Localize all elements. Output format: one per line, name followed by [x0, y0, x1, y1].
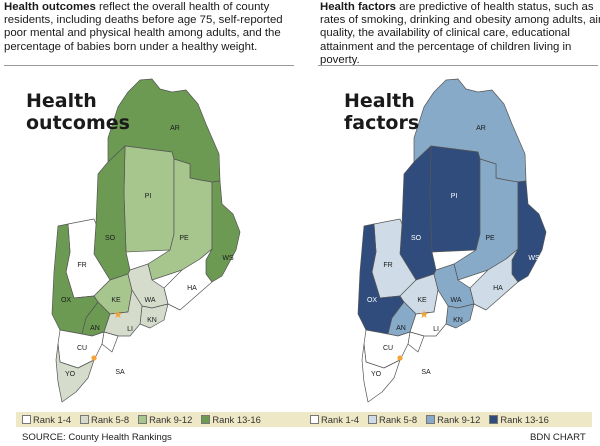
- label-pe: PE: [179, 235, 189, 242]
- legend-swatch-icon: [489, 415, 499, 424]
- source-note: SOURCE: County Health Rankings: [22, 432, 172, 443]
- label-ha: HA: [187, 285, 197, 292]
- label-ws: WS: [528, 255, 540, 262]
- legend-swatch-icon: [426, 415, 436, 424]
- health-factors-lead: Health factors: [320, 1, 396, 13]
- legend-label: Rank 13-16: [212, 414, 261, 425]
- label-ws: WS: [222, 255, 234, 262]
- label-ke: KE: [417, 297, 427, 304]
- legend-swatch-icon: [310, 415, 319, 424]
- health-outcomes-map: AR PI SO PE WS FR OX KE WA HA AN KN LI S…: [0, 74, 290, 410]
- legend-label: Rank 1-4: [321, 414, 360, 425]
- capital-star-icon: ★: [419, 308, 429, 321]
- legend-label: Rank 5-8: [379, 414, 418, 425]
- label-pi: PI: [451, 193, 458, 200]
- label-ke: KE: [111, 297, 121, 304]
- legend-label: Rank 9-12: [437, 414, 481, 425]
- county-york[interactable]: [55, 343, 95, 403]
- legend-item: Rank 13-16: [201, 414, 261, 425]
- county-somerset[interactable]: [399, 145, 437, 281]
- maine-map-factors: AR PI SO PE WS FR OX KE WA HA AN KN LI S…: [357, 78, 547, 403]
- label-ar: AR: [476, 125, 486, 132]
- legend-item: Rank 5-8: [368, 414, 417, 425]
- county-knox[interactable]: [445, 303, 475, 329]
- label-fr: FR: [77, 262, 86, 269]
- legend-item: Rank 5-8: [80, 414, 129, 425]
- label-cu: CU: [77, 345, 87, 352]
- label-so: SO: [411, 235, 422, 242]
- legend-swatch-icon: [368, 415, 378, 424]
- portland-dot-icon: [91, 355, 97, 361]
- portland-dot-icon: [397, 355, 403, 361]
- map-title-outcomes: Health outcomes: [26, 90, 130, 134]
- label-so: SO: [105, 235, 116, 242]
- map-title-line2: factors: [344, 112, 420, 134]
- label-an: AN: [90, 325, 100, 332]
- legend-item: Rank 1-4: [22, 414, 71, 425]
- map-title-line2: outcomes: [26, 112, 130, 134]
- label-pe: PE: [485, 235, 495, 242]
- legend-item: Rank 9-12: [138, 414, 192, 425]
- health-factors-description: Health factors are predictive of health …: [320, 1, 600, 67]
- legend-swatch-icon: [201, 415, 211, 424]
- label-pi: PI: [145, 193, 152, 200]
- legend-swatch-icon: [80, 415, 90, 424]
- divider-left: [4, 65, 294, 66]
- health-factors-body: are predictive of health status, such as…: [320, 1, 600, 66]
- map-title-line1: Health: [344, 90, 415, 112]
- map-title-factors: Health factors: [344, 90, 419, 134]
- county-knox[interactable]: [139, 303, 169, 329]
- capital-star-icon: ★: [113, 308, 123, 321]
- label-cu: CU: [383, 345, 393, 352]
- county-york[interactable]: [361, 343, 401, 403]
- map-title-line1: Health: [26, 90, 97, 112]
- label-ox: OX: [61, 297, 71, 304]
- health-outcomes-description: Health outcomes reflect the overall heal…: [4, 1, 288, 54]
- label-wa: WA: [144, 297, 155, 304]
- label-ox: OX: [367, 297, 377, 304]
- legend-label: Rank 13-16: [500, 414, 549, 425]
- label-sa: SA: [421, 369, 431, 376]
- label-sa: SA: [115, 369, 125, 376]
- label-kn: KN: [147, 317, 157, 324]
- legend-label: Rank 1-4: [33, 414, 72, 425]
- legend-item: Rank 1-4: [310, 414, 359, 425]
- county-sagadahoc[interactable]: [101, 331, 119, 353]
- label-kn: KN: [453, 317, 463, 324]
- legend-outcomes: Rank 1-4 Rank 5-8 Rank 9-12 Rank 13-16: [16, 412, 304, 427]
- label-ar: AR: [170, 125, 180, 132]
- county-sagadahoc[interactable]: [407, 331, 425, 353]
- chart-credit: BDN CHART: [530, 432, 586, 443]
- label-yo: YO: [65, 371, 76, 378]
- health-outcomes-body: reflect the overall health of county res…: [4, 1, 283, 53]
- label-wa: WA: [450, 297, 461, 304]
- legend-swatch-icon: [22, 415, 31, 424]
- health-factors-map: AR PI SO PE WS FR OX KE WA HA AN KN LI S…: [306, 74, 596, 410]
- legend-label: Rank 9-12: [149, 414, 193, 425]
- legend-label: Rank 5-8: [91, 414, 130, 425]
- maine-map-outcomes: AR PI SO PE WS FR OX KE WA HA AN KN LI S…: [51, 78, 241, 403]
- legend-item: Rank 13-16: [489, 414, 549, 425]
- legend-swatch-icon: [138, 415, 148, 424]
- health-outcomes-lead: Health outcomes: [4, 1, 96, 13]
- divider-right: [318, 65, 598, 66]
- label-li: LI: [127, 326, 133, 333]
- county-somerset[interactable]: [93, 145, 131, 281]
- legend-factors: Rank 1-4 Rank 5-8 Rank 9-12 Rank 13-16: [304, 412, 592, 427]
- label-yo: YO: [371, 371, 382, 378]
- label-li: LI: [433, 326, 439, 333]
- label-ha: HA: [493, 285, 503, 292]
- label-an: AN: [396, 325, 406, 332]
- legend-item: Rank 9-12: [426, 414, 480, 425]
- label-fr: FR: [383, 262, 392, 269]
